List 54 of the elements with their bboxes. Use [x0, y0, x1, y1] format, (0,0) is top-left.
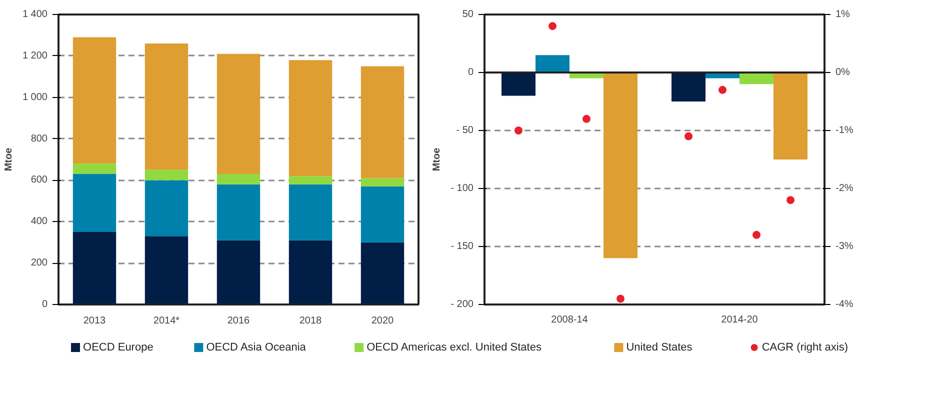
- legend-label: OECD Asia Oceania: [206, 342, 307, 354]
- y2-tick-label: -1%: [836, 125, 854, 136]
- bar: [216, 174, 260, 184]
- y-tick-label: 1 200: [22, 50, 48, 62]
- bar: [288, 240, 332, 304]
- bar: [360, 242, 404, 304]
- x-tick-label: 2014*: [153, 316, 180, 326]
- bar: [288, 176, 332, 184]
- y-tick-label: 400: [30, 216, 48, 228]
- legend-label: OECD Europe: [83, 342, 154, 354]
- bar: [216, 54, 260, 174]
- bar: [360, 66, 404, 178]
- y-tick-label: - 150: [450, 241, 474, 252]
- y-tick-label: 200: [30, 258, 48, 269]
- bar: [144, 170, 188, 180]
- x-tick-label: 2016: [227, 316, 250, 326]
- bar: [144, 44, 188, 170]
- y2-tick-label: 1%: [836, 9, 850, 20]
- y-tick-label: 50: [462, 9, 474, 20]
- bar: [72, 164, 116, 174]
- y-tick-label: - 200: [450, 299, 474, 310]
- x-tick-label: 2020: [371, 316, 394, 326]
- y-tick-label: 1 400: [22, 9, 48, 20]
- bar: [288, 60, 332, 176]
- x-tick-label: 2008-14: [551, 314, 588, 326]
- y-tick-label: - 100: [450, 183, 474, 194]
- bar: [144, 180, 188, 236]
- legend-label: United States: [626, 342, 693, 354]
- y-tick-label: 0: [42, 299, 48, 310]
- y2-tick-label: -2%: [836, 183, 854, 194]
- bar: [144, 236, 188, 304]
- y-axis-title: Mtoe: [3, 147, 14, 172]
- bar: [72, 37, 116, 164]
- y-tick-label: 1 000: [22, 92, 48, 103]
- bar: [216, 184, 260, 240]
- y-axis-title: Mtoe: [432, 147, 443, 172]
- y-tick-label: 800: [30, 133, 48, 144]
- bar: [288, 184, 332, 240]
- y-tick-label: 600: [30, 174, 48, 186]
- legend-label: CAGR (right axis): [762, 342, 848, 354]
- bar: [360, 186, 404, 242]
- y-tick-label: - 50: [456, 125, 474, 136]
- x-tick-label: 2013: [83, 316, 106, 326]
- bar: [216, 240, 260, 304]
- bar: [72, 232, 116, 304]
- y-tick-label: 0: [468, 67, 474, 78]
- x-tick-label: 2018: [299, 316, 322, 326]
- x-tick-label: 2014-20: [721, 314, 758, 326]
- legend-label: OECD Americas excl. United States: [366, 342, 542, 354]
- bar: [360, 178, 404, 186]
- bar: [72, 174, 116, 232]
- y2-tick-label: -3%: [836, 241, 854, 252]
- y2-tick-label: -4%: [836, 299, 854, 310]
- y2-tick-label: 0%: [836, 67, 850, 78]
